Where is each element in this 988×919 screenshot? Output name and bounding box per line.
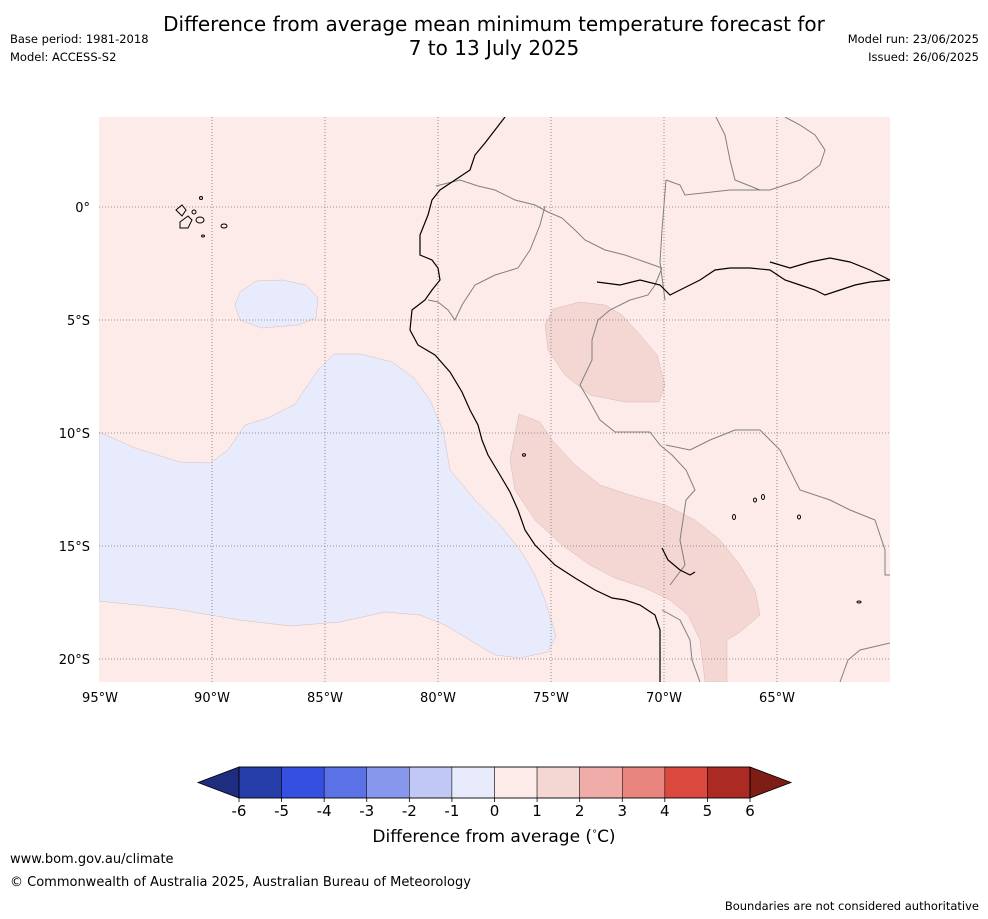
base-period: Base period: 1981-2018 <box>10 32 149 46</box>
model-run: Model run: 23/06/2025 <box>847 32 979 46</box>
colorbar-tick-label: -2 <box>402 802 417 820</box>
cool-region-small <box>234 279 319 329</box>
colorbar-label-degree: ° <box>592 829 598 840</box>
galapagos-islands <box>175 196 228 238</box>
colorbar-label: Difference from average (°C) <box>0 827 988 847</box>
lon-label-80w: 80°W <box>420 691 456 706</box>
colorbar-tick-label: 6 <box>745 802 755 820</box>
lon-label-95w: 95°W <box>82 691 118 706</box>
colorbar-tick-label: 2 <box>575 802 585 820</box>
country-borders <box>427 117 890 682</box>
warm-region-south <box>509 413 761 682</box>
colorbar-segment <box>366 766 410 799</box>
colorbar-segment <box>238 766 282 799</box>
lon-label-85w: 85°W <box>307 691 343 706</box>
colorbar-tick-label: -6 <box>232 802 247 820</box>
colorbar-label-text: Difference from average ( <box>372 827 593 847</box>
lon-label-65w: 65°W <box>759 691 795 706</box>
graticule <box>99 117 890 682</box>
cool-region-large <box>99 353 557 659</box>
colorbar-segment <box>409 766 453 799</box>
colorbar-arrow-low <box>196 766 240 799</box>
colorbar-tick-label: 3 <box>617 802 627 820</box>
colorbar-segment <box>622 766 666 799</box>
lon-label-90w: 90°W <box>194 691 230 706</box>
footer-note: Boundaries are not considered authoritat… <box>724 899 979 913</box>
latitude-labels: 0° 5°S 10°S 15°S 20°S <box>59 201 90 668</box>
colorbar-segment <box>281 766 325 799</box>
colorbar-tick-label: -4 <box>317 802 332 820</box>
colorbar-segment <box>664 766 708 799</box>
colorbar-segment <box>707 766 751 799</box>
map-area <box>99 117 890 682</box>
coastlines <box>409 117 890 682</box>
metadata-left: Base period: 1981-2018 Model: ACCESS-S2 <box>10 30 149 66</box>
colorbar-tick-label: -1 <box>444 802 459 820</box>
colorbar-tick-label: 4 <box>660 802 670 820</box>
model-name: Model: ACCESS-S2 <box>10 50 117 64</box>
footer-copyright: © Commonwealth of Australia 2025, Austra… <box>10 875 471 890</box>
map-title: Difference from average mean minimum tem… <box>0 12 988 60</box>
colorbar-tick-label: 1 <box>532 802 542 820</box>
title-line-2: 7 to 13 July 2025 <box>408 36 580 60</box>
lon-label-70w: 70°W <box>646 691 682 706</box>
footer-url: www.bom.gov.au/climate <box>10 852 174 867</box>
longitude-labels: 95°W 90°W 85°W 80°W 75°W 70°W 65°W <box>82 691 795 706</box>
colorbar-tick-label: 5 <box>703 802 713 820</box>
colorbar-segment <box>536 766 580 799</box>
colorbar-segment <box>579 766 623 799</box>
colorbar-segment <box>451 766 495 799</box>
lat-label-0: 0° <box>75 201 90 216</box>
colorbar-tick-label: -5 <box>274 802 289 820</box>
lat-label-5s: 5°S <box>67 314 90 329</box>
colorbar-segment <box>494 766 538 799</box>
lakes <box>522 453 862 604</box>
colorbar-label-unit: C) <box>597 827 616 847</box>
lat-label-10s: 10°S <box>59 427 90 442</box>
issued-date: Issued: 26/06/2025 <box>868 50 979 64</box>
colorbar-arrow-high <box>749 766 793 799</box>
colorbar-segment <box>323 766 367 799</box>
lat-label-15s: 15°S <box>59 540 90 555</box>
metadata-right: Model run: 23/06/2025 Issued: 26/06/2025 <box>848 30 979 66</box>
colorbar-tick-label: -3 <box>359 802 374 820</box>
lat-label-20s: 20°S <box>59 653 90 668</box>
title-line-1: Difference from average mean minimum tem… <box>163 12 825 36</box>
colorbar: -6 -5 -4 -3 -2 -1 0 1 2 3 4 5 6 <box>196 766 793 820</box>
colorbar-tick-label: 0 <box>490 802 500 820</box>
lon-label-75w: 75°W <box>533 691 569 706</box>
